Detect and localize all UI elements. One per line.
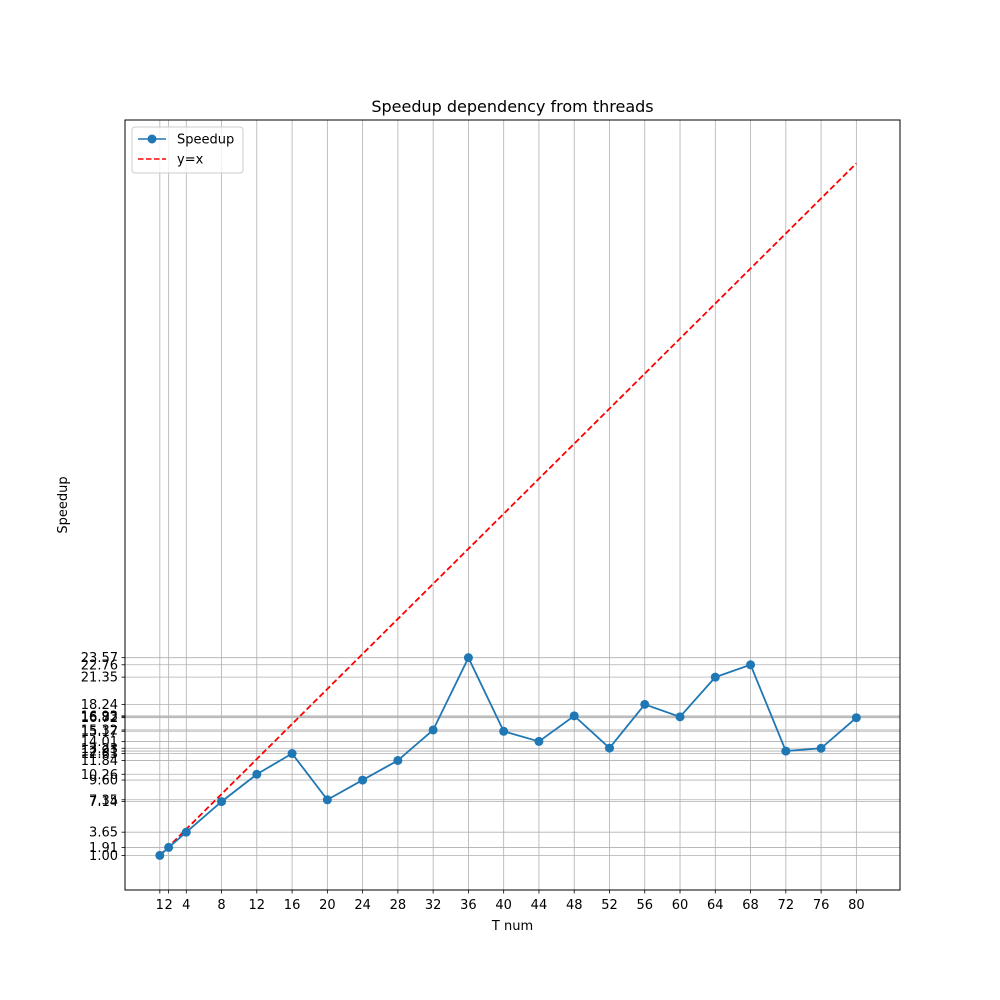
speedup-point — [428, 725, 438, 735]
x-tick-label: 32 — [425, 898, 442, 913]
y-tick-label: 14.01 — [81, 735, 118, 750]
x-tick-label: 20 — [319, 898, 336, 913]
speedup-point — [463, 653, 473, 663]
x-tick-label: 48 — [566, 898, 583, 913]
speedup-point — [358, 775, 368, 785]
y-axis-label: Speedup — [56, 476, 71, 533]
y-tick-label: 1.91 — [89, 841, 118, 856]
x-tick-label: 12 — [249, 898, 266, 913]
x-axis-label: T num — [491, 919, 533, 934]
speedup-point — [287, 749, 297, 759]
x-tick-label: 24 — [354, 898, 371, 913]
legend-yx-label: y=x — [177, 153, 204, 168]
y-tick-label: 21.35 — [81, 671, 118, 686]
x-tick-label: 28 — [390, 898, 407, 913]
speedup-point — [322, 795, 332, 805]
speedup-point — [781, 746, 791, 756]
legend: Speedup y=x — [131, 126, 244, 174]
plot-frame — [124, 119, 901, 891]
y-tick-label: 1.00 — [89, 849, 118, 864]
x-axis-ticks: 1 2 4 8 12 16 20 24 28 32 36 40 44 48 52 56 60 64 68 72 76 80 — [156, 890, 865, 913]
x-tick-label: 68 — [742, 898, 759, 913]
y-tick-label: 13.23 — [81, 742, 118, 757]
x-tick-label: 72 — [778, 898, 795, 913]
y-tick-label: 15.32 — [81, 723, 118, 738]
speedup-point — [604, 743, 614, 753]
series-line-y-equals-x — [159, 162, 857, 857]
speedup-point — [181, 827, 191, 837]
y-tick-label: 9.60 — [89, 774, 118, 789]
x-tick-label: 52 — [601, 898, 618, 913]
speedup-point — [164, 842, 174, 852]
y-tick-label: 16.93 — [81, 709, 118, 724]
speedup-point — [155, 850, 165, 860]
y-tick-label: 15.17 — [81, 725, 118, 740]
y-tick-label: 22.76 — [81, 658, 118, 673]
legend-speedup-label: Speedup — [177, 133, 234, 148]
x-tick-label: 80 — [848, 898, 865, 913]
y-tick-label: 7.14 — [89, 795, 118, 810]
speedup-point — [534, 736, 544, 746]
legend-speedup-marker — [147, 134, 157, 144]
y-tick-label: 12.63 — [81, 747, 118, 762]
x-tick-label: 60 — [672, 898, 689, 913]
y-tick-label: 3.65 — [89, 826, 118, 841]
y-axis-ticks: 1.001.913.657.147.359.6010.2611.8412.631… — [81, 651, 125, 864]
x-tick-label: 36 — [460, 898, 477, 913]
x-tick-label: 2 — [165, 898, 173, 913]
x-tick-label: 8 — [217, 898, 225, 913]
x-tick-label: 40 — [495, 898, 512, 913]
chart-title: Speedup dependency from threads — [371, 97, 653, 116]
plot-series — [155, 162, 861, 860]
series-line-speedup — [159, 655, 857, 857]
y-tick-label: 11.84 — [81, 754, 118, 769]
speedup-point — [640, 699, 650, 709]
y-tick-label: 7.35 — [89, 793, 118, 808]
speedup-point — [499, 726, 509, 736]
x-tick-label: 64 — [707, 898, 724, 913]
y-tick-label: 16.72 — [81, 711, 118, 726]
y-tick-label: 18.24 — [81, 698, 118, 713]
y-tick-label: 16.82 — [81, 710, 118, 725]
grid — [125, 120, 900, 890]
x-tick-label: 56 — [636, 898, 653, 913]
speedup-point — [851, 713, 861, 723]
speedup-point — [393, 755, 403, 765]
speedup-point — [675, 712, 685, 722]
speedup-point — [816, 743, 826, 753]
y-tick-label: 23.57 — [81, 651, 118, 666]
speedup-point — [217, 797, 227, 807]
x-tick-label: 4 — [182, 898, 190, 913]
y-tick-label: 10.26 — [81, 768, 118, 783]
x-tick-label: 44 — [531, 898, 548, 913]
speedup-point — [252, 769, 262, 779]
x-tick-label: 1 — [156, 898, 164, 913]
speedup-point — [710, 672, 720, 682]
x-tick-label: 76 — [813, 898, 830, 913]
x-tick-label: 16 — [284, 898, 301, 913]
y-tick-label: 12.91 — [81, 745, 118, 760]
speedup-point — [569, 711, 579, 721]
speedup-point — [746, 660, 756, 670]
